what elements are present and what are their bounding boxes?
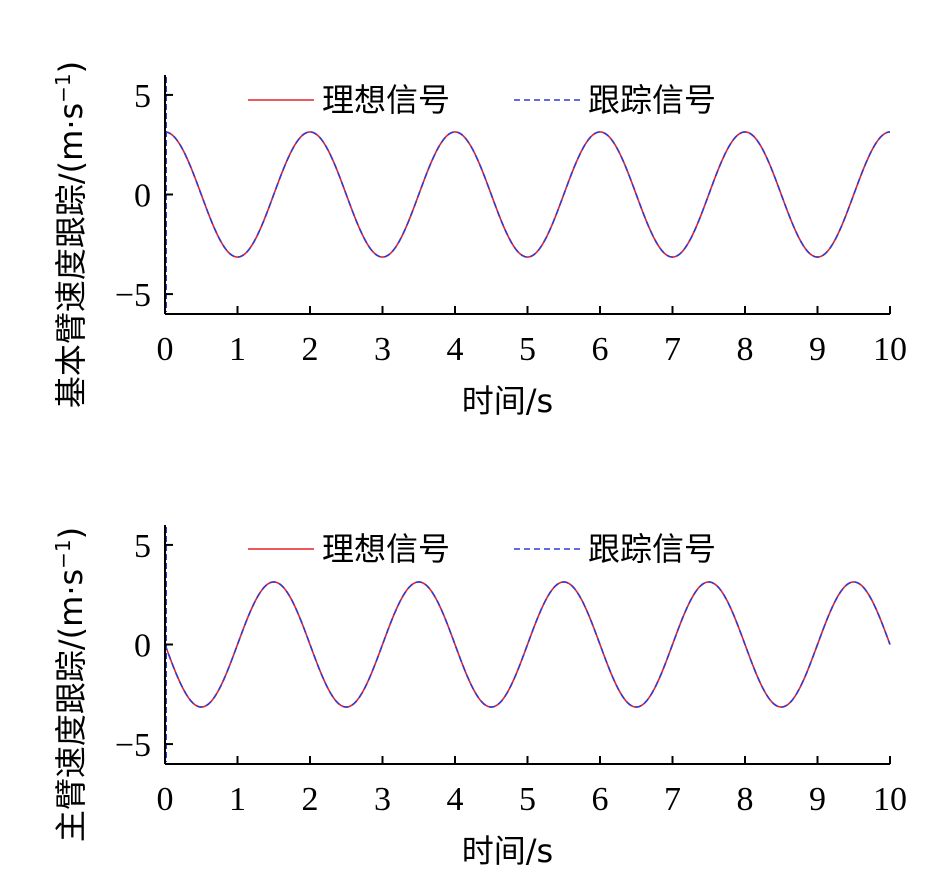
y-axis-label-close: ) bbox=[52, 61, 90, 73]
x-tick-label: 2 bbox=[302, 331, 319, 368]
y-axis-label-main: 基本臂速度跟踪/(m·s bbox=[52, 103, 90, 408]
x-tick-label: 1 bbox=[229, 331, 246, 368]
y-axis-label-superscript: −1 bbox=[51, 73, 75, 102]
x-tick-label: 8 bbox=[737, 331, 754, 368]
legend-label-tracking: 跟踪信号 bbox=[588, 530, 716, 568]
y-tick-label: −5 bbox=[115, 727, 151, 764]
x-tick-label: 9 bbox=[809, 781, 826, 818]
x-tick-label: 6 bbox=[592, 781, 609, 818]
x-tick-label: 9 bbox=[809, 331, 826, 368]
x-axis-label: 时间/s bbox=[462, 382, 553, 420]
y-tick-label: 5 bbox=[134, 78, 151, 115]
y-axis-label: 基本臂速度跟踪/(m·s−1) bbox=[51, 61, 90, 408]
x-tick-label: 10 bbox=[873, 331, 907, 368]
y-tick-label: 5 bbox=[134, 528, 151, 565]
legend-label-tracking: 跟踪信号 bbox=[588, 81, 716, 119]
x-tick-label: 3 bbox=[374, 331, 391, 368]
chart-1: 0 1 2 3 4 5 6 7 8 9 1050−5时间/s基本臂速度跟踪/(m·s−1)理想信号跟… bbox=[51, 61, 907, 420]
x-tick-label: 8 bbox=[737, 781, 754, 818]
x-tick-label: 0 bbox=[157, 331, 174, 368]
x-axis-label: 时间/s bbox=[462, 832, 553, 870]
legend: 理想信号 跟踪信号 bbox=[248, 530, 716, 568]
series-line-ideal bbox=[164, 131, 891, 258]
x-tick-label: 5 bbox=[519, 331, 536, 368]
x-tick-label: 6 bbox=[592, 331, 609, 368]
x-tick-label: 10 bbox=[873, 781, 907, 818]
y-tick-label: −5 bbox=[115, 277, 151, 314]
x-tick-label: 1 bbox=[229, 781, 246, 818]
legend-label-ideal: 理想信号 bbox=[322, 530, 450, 568]
y-tick-label: 0 bbox=[134, 178, 151, 215]
x-tick-label: 4 bbox=[447, 331, 464, 368]
x-tick-label: 7 bbox=[664, 331, 681, 368]
x-tick-label: 3 bbox=[374, 781, 391, 818]
y-axis-label: 主臂速度跟踪/(m·s−1) bbox=[51, 527, 90, 842]
series-line-ideal bbox=[164, 581, 891, 708]
x-tick-label: 5 bbox=[519, 781, 536, 818]
x-tick-label: 4 bbox=[447, 781, 464, 818]
series-line-tracking bbox=[164, 581, 891, 708]
y-tick-label: 0 bbox=[134, 628, 151, 665]
y-axis-label-main: 主臂速度跟踪/(m·s bbox=[52, 569, 90, 842]
y-axis-label-superscript: −1 bbox=[51, 539, 75, 568]
legend: 理想信号 跟踪信号 bbox=[248, 81, 716, 119]
legend-label-ideal: 理想信号 bbox=[322, 81, 450, 119]
x-tick-label: 2 bbox=[302, 781, 319, 818]
x-tick-label: 7 bbox=[664, 781, 681, 818]
y-axis-label-close: ) bbox=[52, 527, 90, 539]
x-tick-label: 0 bbox=[157, 781, 174, 818]
